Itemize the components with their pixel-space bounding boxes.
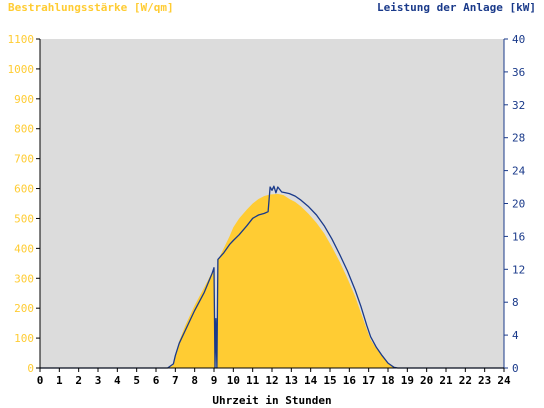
- right-tick-label: 40: [512, 33, 525, 46]
- x-tick-label: 10: [227, 374, 240, 387]
- x-tick-label: 18: [381, 374, 394, 387]
- x-tick-label: 16: [343, 374, 357, 387]
- x-tick-label: 0: [37, 374, 44, 387]
- x-tick-label: 22: [459, 374, 472, 387]
- x-axis-label: Uhrzeit in Stunden: [212, 394, 332, 407]
- x-tick-label: 20: [420, 374, 433, 387]
- x-tick-label: 6: [153, 374, 160, 387]
- x-tick-label: 21: [439, 374, 453, 387]
- left-tick-label: 500: [14, 212, 34, 225]
- x-tick-label: 9: [211, 374, 218, 387]
- left-tick-label: 300: [14, 272, 34, 285]
- left-tick-label: 900: [14, 93, 34, 106]
- right-tick-label: 36: [512, 66, 525, 79]
- x-tick-label: 5: [133, 374, 140, 387]
- right-tick-label: 4: [512, 329, 519, 342]
- x-tick-label: 14: [304, 374, 318, 387]
- right-tick-label: 20: [512, 198, 525, 211]
- x-tick-label: 12: [265, 374, 278, 387]
- irradiance-area: [40, 193, 504, 368]
- x-tick-label: 7: [172, 374, 179, 387]
- left-tick-label: 100: [14, 332, 34, 345]
- right-tick-label: 16: [512, 230, 525, 243]
- x-tick-label: 19: [401, 374, 414, 387]
- right-tick-label: 24: [512, 165, 526, 178]
- x-tick-label: 15: [323, 374, 336, 387]
- x-tick-label: 24: [497, 374, 511, 387]
- x-tick-label: 11: [246, 374, 260, 387]
- right-tick-label: 12: [512, 263, 525, 276]
- right-tick-label: 32: [512, 99, 525, 112]
- left-tick-label: 200: [14, 302, 34, 315]
- left-tick-label: 1100: [8, 33, 35, 46]
- x-tick-label: 8: [191, 374, 198, 387]
- left-axis-title: Bestrahlungsstärke [W/qm]: [8, 1, 174, 14]
- left-tick-label: 800: [14, 123, 34, 136]
- right-tick-label: 0: [512, 362, 519, 375]
- x-tick-label: 17: [362, 374, 375, 387]
- left-tick-label: 600: [14, 183, 34, 196]
- x-tick-label: 3: [95, 374, 102, 387]
- x-tick-label: 13: [285, 374, 298, 387]
- x-tick-label: 4: [114, 374, 121, 387]
- power-line: [40, 185, 504, 369]
- x-tick-label: 23: [478, 374, 491, 387]
- left-tick-label: 0: [27, 362, 34, 375]
- left-tick-label: 1000: [8, 63, 35, 76]
- right-axis-title: Leistung der Anlage [kW]: [377, 1, 536, 14]
- x-tick-label: 1: [56, 374, 63, 387]
- x-tick-label: 2: [75, 374, 82, 387]
- right-tick-label: 8: [512, 296, 519, 309]
- left-tick-label: 400: [14, 242, 34, 255]
- left-tick-label: 700: [14, 153, 34, 166]
- right-tick-label: 28: [512, 132, 525, 145]
